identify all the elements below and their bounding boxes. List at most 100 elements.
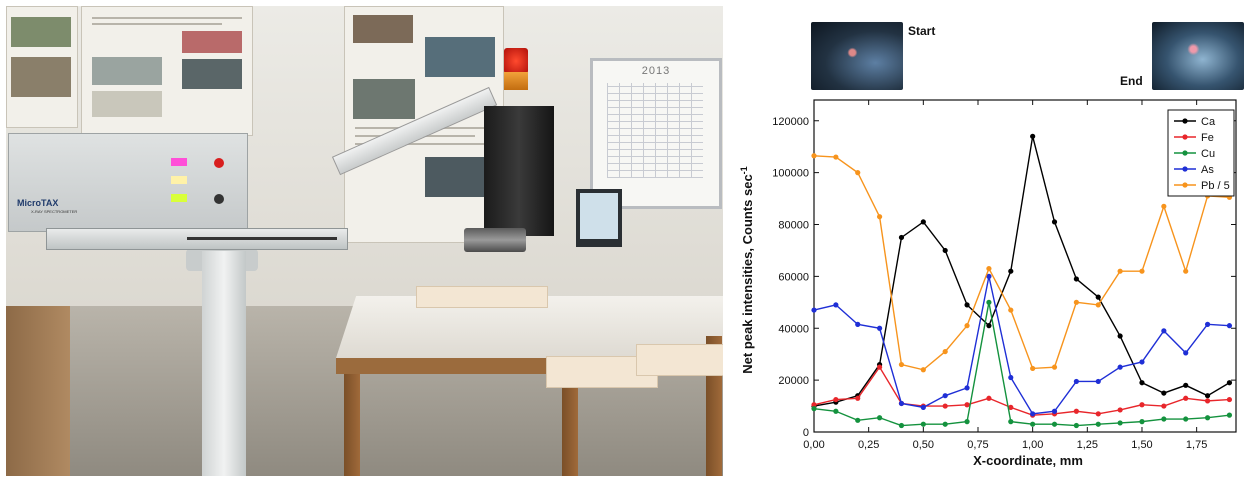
data-point-cu [855, 417, 861, 423]
data-point-ca [1095, 294, 1101, 300]
data-point-cu [1161, 416, 1167, 422]
indicator-light-green [171, 194, 187, 202]
data-point-cu [1117, 420, 1123, 426]
data-point-as [964, 385, 970, 391]
y-tick-label: 80000 [778, 220, 809, 232]
data-point-cu [1204, 415, 1211, 421]
data-point-as [1008, 374, 1014, 381]
data-point-as [1051, 408, 1058, 414]
start-label: Start [908, 24, 936, 38]
data-point-cu [811, 406, 817, 412]
data-point-pb-5 [942, 348, 948, 355]
x-tick-label: 0,50 [913, 439, 934, 451]
data-point-ca [942, 247, 948, 254]
legend-marker [1182, 182, 1188, 188]
data-point-cu [920, 421, 926, 427]
data-point-as [920, 404, 926, 410]
x-tick-label: 0,25 [858, 439, 879, 451]
data-point-as [1183, 350, 1189, 356]
data-point-ca [1226, 380, 1233, 386]
data-point-pb-5 [876, 214, 883, 220]
signal-lamp-red [504, 48, 528, 74]
y-tick-label: 120000 [772, 116, 809, 128]
sample-document [416, 286, 548, 308]
y-tick-label: 0 [803, 427, 809, 439]
x-axis-label: X-coordinate, mm [973, 453, 1083, 468]
legend-label: Fe [1201, 132, 1214, 144]
spectrometer-box: MicroTAX X-RAY SPECTROMETER [8, 133, 248, 232]
data-point-ca [1204, 393, 1211, 399]
data-point-cu [942, 421, 948, 427]
legend-marker [1182, 118, 1188, 124]
switch-knob [214, 194, 224, 204]
y-tick-label: 40000 [778, 323, 809, 335]
data-point-pb-5 [1073, 299, 1079, 305]
lab-photo: 2013 MicroTAX X-RAY SPECTROMETER [6, 6, 723, 476]
data-point-pb-5 [1183, 268, 1189, 274]
wall-planner: 2013 [590, 58, 722, 209]
data-point-as [876, 325, 883, 331]
y-axis-label: Net peak intensities, Counts sec-1 [739, 166, 755, 373]
plot-area: 0,00 0,25 0,50 0,75 1,00 1,25 1,50 1,75 0 20000 40… [739, 99, 1237, 468]
indicator-light-yellow [171, 176, 187, 184]
data-point-fe [811, 402, 817, 408]
data-point-fe [855, 395, 861, 401]
legend-label: Pb / 5 [1201, 180, 1230, 192]
y-axis-label-superscript: -1 [739, 166, 749, 174]
series-line-fe [813, 365, 1230, 416]
data-point-as [1161, 328, 1167, 334]
data-point-fe [1226, 396, 1233, 403]
device-brand: MicroTAX [17, 198, 59, 208]
data-point-pb-5 [1161, 203, 1167, 209]
data-point-cu [1008, 419, 1014, 425]
poster-center-right [344, 6, 504, 243]
poster-center-left [81, 6, 253, 136]
data-point-pb-5 [1117, 268, 1123, 274]
data-point-as [942, 393, 948, 399]
data-point-pb-5 [1095, 302, 1101, 308]
start-microscope-image [811, 22, 903, 90]
monitor [576, 189, 622, 247]
data-point-pb-5 [855, 170, 861, 176]
data-point-ca [986, 323, 992, 329]
data-point-as [811, 307, 817, 313]
data-point-pb-5 [986, 265, 992, 272]
indicator-light-pink [171, 158, 187, 166]
data-point-as [855, 321, 861, 327]
data-point-cu [876, 415, 883, 421]
legend-marker [1182, 134, 1188, 140]
data-point-as [1117, 364, 1123, 370]
data-point-as [1095, 378, 1101, 385]
data-point-cu [1139, 419, 1145, 425]
x-tick-label: 0,00 [803, 439, 824, 451]
data-point-cu [1095, 421, 1101, 427]
power-knob [214, 158, 224, 168]
data-point-as [1030, 411, 1036, 417]
data-point-ca [1073, 276, 1079, 282]
data-point-pb-5 [920, 367, 926, 373]
data-point-cu [833, 408, 839, 414]
wall-planner-year: 2013 [641, 65, 671, 77]
data-point-pb-5 [833, 154, 839, 160]
legend-marker [1182, 150, 1188, 156]
xrf-line-chart: Start End 0,00 0,25 0,50 0,75 1,00 1,25 1,50 1,… [728, 0, 1247, 481]
poster-left [6, 6, 78, 128]
signal-lamp-orange [504, 72, 528, 90]
data-point-cu [1226, 412, 1233, 418]
y-tick-label: 60000 [778, 271, 809, 283]
data-point-ca [1117, 333, 1123, 339]
data-point-fe [1073, 408, 1079, 414]
data-point-pb-5 [898, 361, 905, 368]
data-point-as [1139, 359, 1145, 365]
data-point-fe [942, 403, 948, 409]
data-point-ca [1161, 390, 1167, 396]
legend-label: As [1201, 164, 1214, 176]
data-point-cu [1073, 422, 1079, 429]
data-point-as [1204, 321, 1211, 327]
data-point-ca [1139, 380, 1145, 386]
plot-frame [813, 99, 1237, 433]
data-point-fe [1204, 398, 1211, 404]
series-line-cu [813, 302, 1230, 427]
data-point-cu [986, 299, 992, 305]
xray-tube [464, 228, 526, 252]
